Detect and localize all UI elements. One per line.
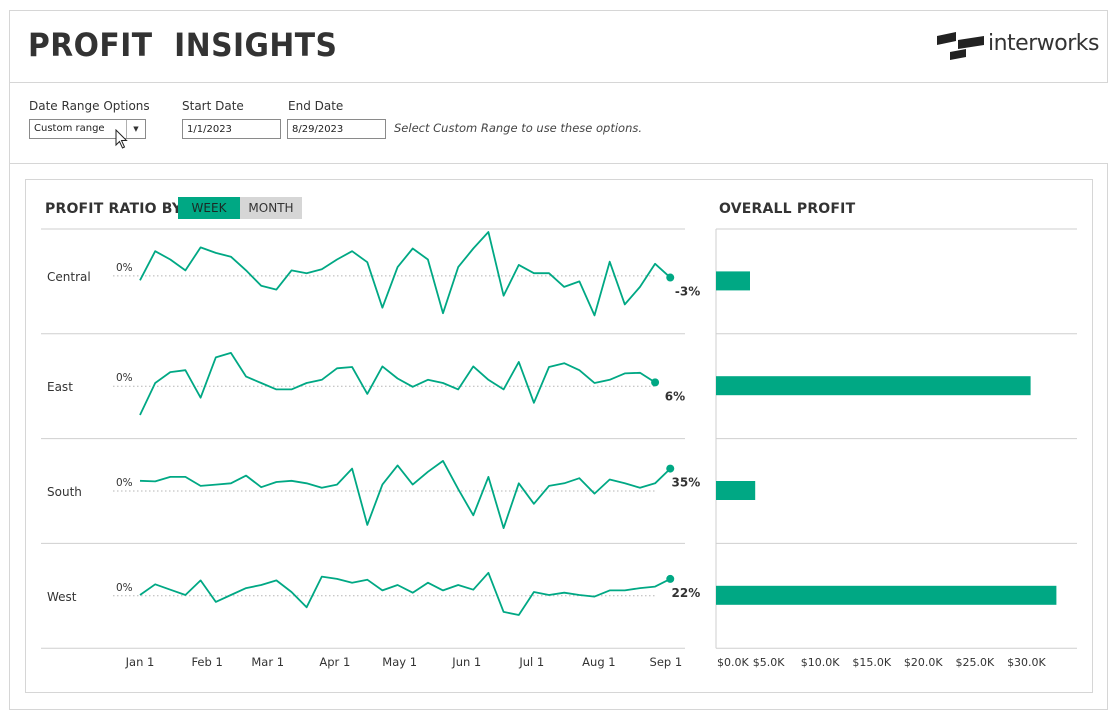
end-date-input[interactable] [287,119,386,139]
region-label: East [47,380,73,394]
region-label: West [47,590,77,604]
zero-label: 0% [116,477,133,489]
profit-x-tick-label: $25.0K [955,656,994,669]
mouse-pointer-icon [115,129,128,149]
end-date-label: End Date [288,99,344,113]
start-date-label: Start Date [182,99,244,113]
overall-profit-title: OVERALL PROFIT [719,201,856,217]
last-value-label: -3% [675,285,700,299]
profit-bar-west [716,585,1057,605]
profit-bar-south [716,481,756,500]
region-label: South [47,485,82,499]
zero-label: 0% [116,582,133,594]
x-tick-label: Jun 1 [451,655,481,669]
last-value-label: 6% [665,389,685,403]
profit-ratio-line [139,459,671,529]
last-point-marker [666,464,675,473]
region-label: Central [47,270,91,284]
profit-x-tick-label: $10.0K [801,656,840,669]
profit-bar-central [716,271,750,291]
profit-bar-east [716,376,1031,396]
last-point-marker [651,378,660,387]
profit-x-tick-label: $0.0K [717,656,749,669]
toggle-month-button[interactable]: MONTH [240,197,302,219]
x-tick-label: Feb 1 [191,655,222,669]
logo-text: interworks [988,31,1099,56]
x-tick-label: Apr 1 [319,655,350,669]
date-range-value: Custom range [34,123,105,134]
profit-ratio-line [139,231,671,317]
zero-label: 0% [116,372,133,384]
charts-panel [25,179,1093,693]
profit-x-tick-label: $30.0K [1007,656,1046,669]
interworks-logo-icon [937,32,984,60]
x-tick-label: May 1 [382,655,417,669]
x-tick-label: Jul 1 [518,655,544,669]
dropdown-arrow-icon[interactable]: ▼ [126,120,145,138]
profit-ratio-line [139,351,656,416]
x-tick-label: Aug 1 [582,655,615,669]
x-tick-label: Sep 1 [650,655,683,669]
brand-logo: interworks [936,30,1099,62]
date-range-label: Date Range Options [29,99,150,113]
profit-x-tick-label: $15.0K [852,656,891,669]
filter-bar: Date Range Options Custom range ▼ Start … [10,82,1108,164]
x-tick-label: Mar 1 [251,655,284,669]
custom-range-hint: Select Custom Range to use these options… [394,121,643,135]
profit-ratio-title: PROFIT RATIO BY [45,201,183,217]
zero-label: 0% [116,262,133,274]
profit-ratio-line [139,571,671,616]
last-point-marker [666,273,675,282]
toggle-week-button[interactable]: WEEK [178,197,240,219]
x-tick-label: Jan 1 [125,655,155,669]
last-point-marker [666,574,675,583]
page-title: PROFIT INSIGHTS [28,26,338,64]
dashboard-frame [9,10,1108,710]
last-value-label: 35% [672,476,701,490]
profit-x-tick-label: $20.0K [904,656,943,669]
last-value-label: 22% [672,586,701,600]
profit-x-tick-label: $5.0K [753,656,785,669]
start-date-input[interactable] [182,119,281,139]
